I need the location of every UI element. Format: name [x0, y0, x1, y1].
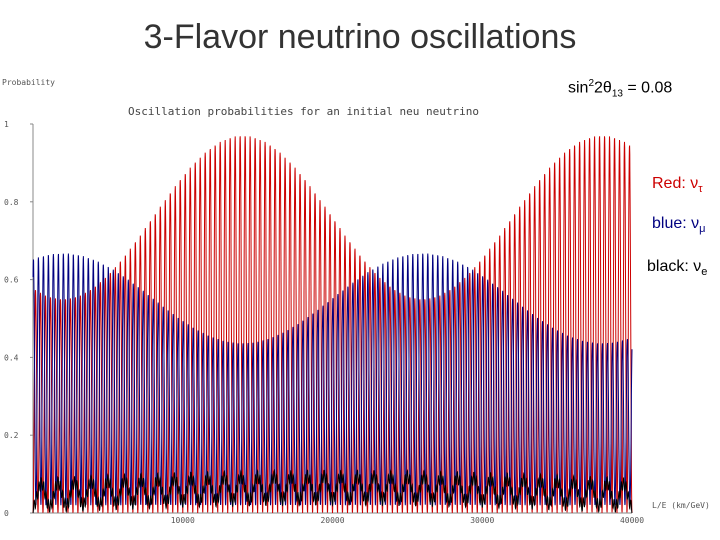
legend-black-sub: e: [701, 266, 708, 279]
y-axis-label: Probability: [2, 78, 55, 87]
curve-nu-mu: [32, 253, 633, 506]
x-tick-label: 10000: [171, 516, 195, 525]
legend-red-label: Red:: [652, 175, 691, 192]
y-tick-label: 0.2: [4, 431, 19, 440]
legend-red-sub: τ: [698, 183, 703, 196]
legend-black-label: black:: [647, 258, 694, 275]
y-tick-label: 0.4: [4, 353, 19, 362]
param-sup: 2: [588, 78, 595, 89]
legend-blue: blue: νμ: [652, 215, 705, 235]
curve-nu-e: [32, 468, 633, 514]
legend-black: black: νe: [647, 258, 707, 278]
param-sub: 13: [611, 88, 623, 100]
y-tick-label: 0.6: [4, 276, 19, 285]
curves: [32, 136, 633, 514]
x-ticks: 10000 20000 30000 40000: [171, 516, 645, 525]
y-tick-label: 0.8: [4, 198, 19, 207]
slide-title: 3-Flavor neutrino oscillations: [143, 18, 577, 56]
legend-red-symbol: ν: [690, 175, 699, 192]
legend-red: Red: ντ: [652, 175, 703, 195]
y-ticks: 1 0.8 0.6 0.4 0.2 0: [4, 120, 33, 518]
legend-blue-sub: μ: [699, 223, 706, 236]
curve-nu-tau: [32, 136, 633, 514]
y-tick-label: 1: [4, 120, 9, 129]
theta13-parameter: sin22θ13 = 0.08: [568, 78, 672, 100]
x-axis-label: L/E (km/GeV): [652, 501, 710, 510]
param-prefix: sin: [568, 79, 589, 97]
x-tick-label: 40000: [620, 516, 644, 525]
plot-title: Oscillation probabilities for an initial…: [128, 105, 479, 118]
legend-black-symbol: ν: [693, 258, 702, 275]
param-value: = 0.08: [622, 79, 673, 97]
param-mid: 2θ: [594, 79, 612, 97]
legend-blue-symbol: ν: [691, 215, 700, 232]
x-tick-label: 20000: [320, 516, 344, 525]
y-tick-label: 0: [4, 509, 9, 518]
legend-blue-label: blue:: [652, 215, 692, 232]
x-tick-label: 30000: [470, 516, 494, 525]
